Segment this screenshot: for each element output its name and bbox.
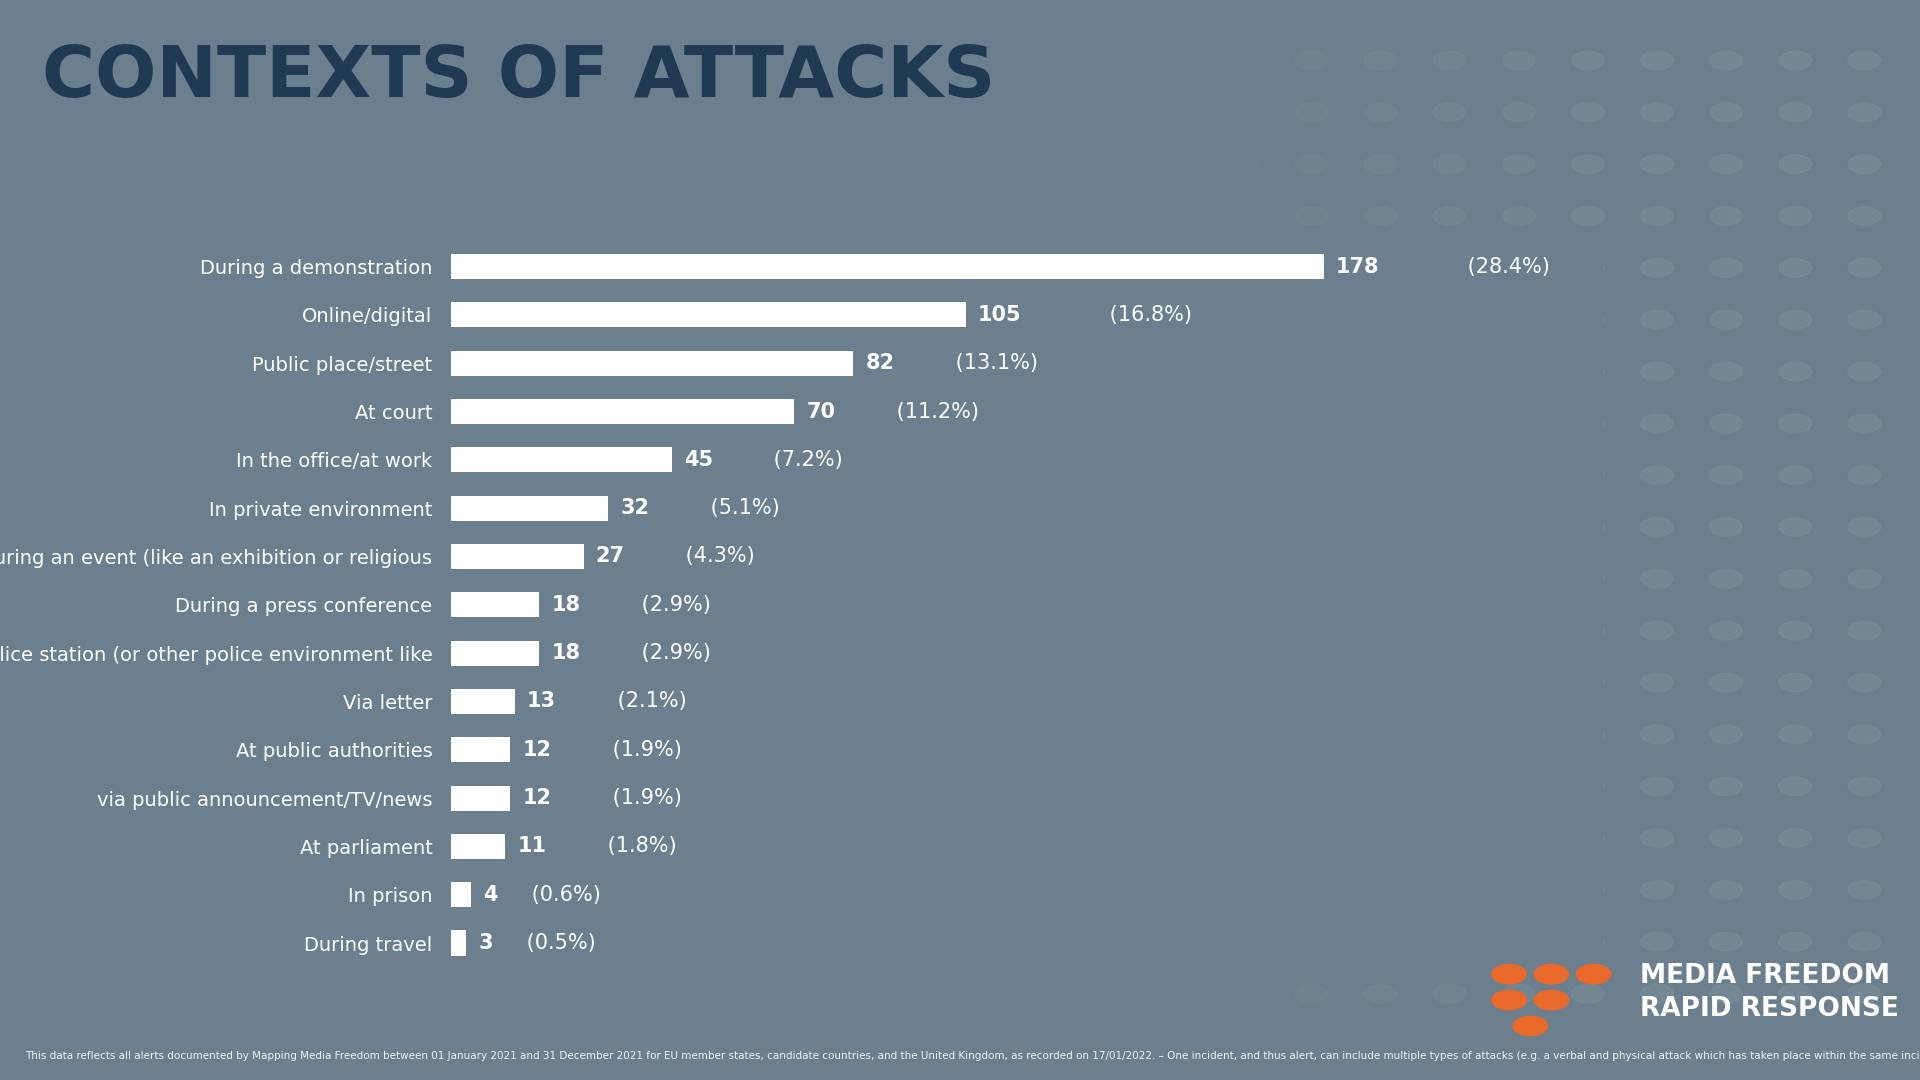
Bar	[451, 351, 852, 376]
Text: (1.8%): (1.8%)	[601, 836, 676, 856]
Text: 32: 32	[620, 498, 649, 518]
Text: 18: 18	[551, 643, 580, 663]
Text: 178: 178	[1336, 257, 1380, 276]
Text: (16.8%): (16.8%)	[1104, 305, 1192, 325]
Text: 13: 13	[528, 691, 557, 712]
Text: (1.9%): (1.9%)	[605, 740, 682, 759]
Bar	[451, 447, 672, 472]
Text: MEDIA FREEDOM: MEDIA FREEDOM	[1640, 963, 1889, 989]
Bar	[451, 738, 511, 762]
Bar	[451, 834, 505, 859]
Bar	[451, 399, 795, 424]
Text: This data reflects all alerts documented by Mapping Media Freedom between 01 Jan: This data reflects all alerts documented…	[25, 1051, 1920, 1061]
Text: 70: 70	[806, 402, 835, 421]
Bar	[451, 544, 584, 569]
Bar	[451, 302, 966, 327]
Text: (0.6%): (0.6%)	[524, 885, 601, 905]
Text: (1.9%): (1.9%)	[605, 788, 682, 808]
Text: (2.1%): (2.1%)	[611, 691, 685, 712]
Bar	[451, 640, 540, 665]
Text: CONTEXTS OF ATTACKS: CONTEXTS OF ATTACKS	[42, 43, 996, 112]
Text: 11: 11	[516, 836, 547, 856]
Bar	[451, 592, 540, 618]
Text: (7.2%): (7.2%)	[768, 450, 843, 470]
Text: 18: 18	[551, 595, 580, 615]
Bar	[451, 496, 609, 521]
Text: 3: 3	[478, 933, 493, 953]
Bar	[451, 931, 467, 956]
Text: 12: 12	[522, 788, 551, 808]
Text: (2.9%): (2.9%)	[636, 643, 710, 663]
Text: 45: 45	[684, 450, 712, 470]
Text: (2.9%): (2.9%)	[636, 595, 710, 615]
Text: 105: 105	[977, 305, 1021, 325]
Bar	[451, 882, 470, 907]
Text: (11.2%): (11.2%)	[891, 402, 979, 421]
Text: (4.3%): (4.3%)	[680, 546, 755, 567]
Text: 82: 82	[866, 353, 895, 374]
Text: (5.1%): (5.1%)	[703, 498, 780, 518]
Text: 12: 12	[522, 740, 551, 759]
Text: (13.1%): (13.1%)	[948, 353, 1039, 374]
Text: 27: 27	[595, 546, 624, 567]
Text: (28.4%): (28.4%)	[1461, 257, 1549, 276]
Text: RAPID RESPONSE: RAPID RESPONSE	[1640, 996, 1899, 1022]
Bar	[451, 254, 1323, 279]
Text: 4: 4	[484, 885, 497, 905]
Text: (0.5%): (0.5%)	[520, 933, 595, 953]
Bar	[451, 785, 511, 811]
Bar	[451, 689, 515, 714]
